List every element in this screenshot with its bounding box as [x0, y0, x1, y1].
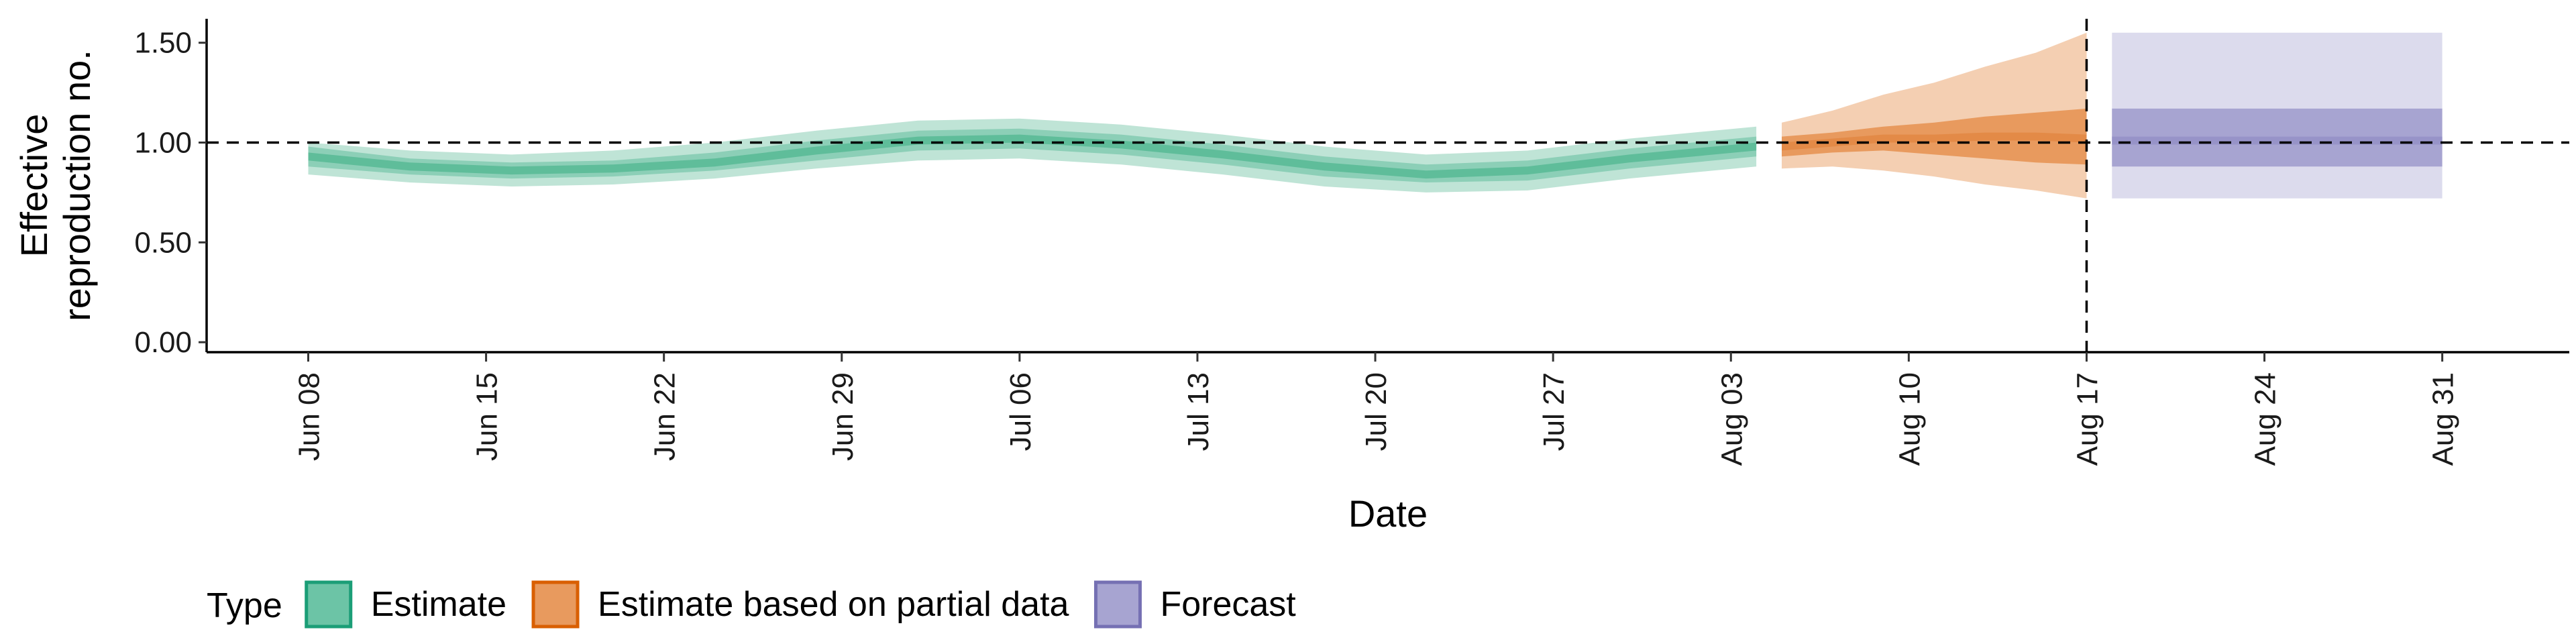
- x-axis-title: Date: [1348, 492, 1428, 535]
- y-axis-title-line: Effective: [13, 114, 55, 258]
- x-tick-label: Jul 27: [1538, 372, 1570, 451]
- y-tick-label: 0.00: [134, 326, 192, 359]
- legend-swatch-estimate-based-on-partial-data: [531, 580, 580, 629]
- x-tick-label: Jul 06: [1004, 372, 1037, 451]
- median-estimate: [308, 134, 1757, 179]
- uncertainty-bands: [308, 32, 2443, 199]
- x-tick-label: Jul 13: [1182, 372, 1215, 451]
- x-tick-label: Jun 22: [649, 372, 682, 461]
- x-tick-label: Aug 10: [1893, 372, 1926, 466]
- x-tick-label: Aug 17: [2071, 372, 2104, 466]
- x-tick-label: Jul 20: [1360, 372, 1393, 451]
- x-tick-label: Aug 31: [2427, 372, 2460, 466]
- x-tick-label: Jun 29: [826, 372, 859, 461]
- reference-lines: [207, 19, 2569, 352]
- x-tick-label: Aug 03: [1715, 372, 1748, 466]
- legend-label-estimate: Estimate: [371, 585, 506, 624]
- legend-label-forecast: Forecast: [1160, 585, 1296, 624]
- axes: 0.00 0.50 1.00 1.50 Jun 08 Jun 15 Jun 22 Jun 29…: [134, 19, 2569, 466]
- series-estimate: [308, 118, 1757, 193]
- x-tick-label: Jun 08: [292, 372, 325, 461]
- series-estimate-based-on-partial-data: [1782, 32, 2087, 199]
- legend: Type Estimate Estimate based on partial da…: [207, 580, 1296, 629]
- y-axis-title-line: reproduction no.: [56, 50, 98, 321]
- legend-swatch-forecast: [1093, 580, 1142, 629]
- y-axis-title: Effective reproduction no.: [13, 50, 98, 321]
- y-tick-label: 0.50: [134, 226, 192, 259]
- series-forecast: [2112, 32, 2443, 199]
- x-tick-label: Jun 15: [471, 372, 504, 461]
- median-forecast: [2112, 136, 2443, 145]
- legend-swatch-estimate: [305, 580, 353, 629]
- legend-label-estimate-based-on-partial-data: Estimate based on partial data: [598, 585, 1069, 624]
- y-tick-label: 1.50: [134, 27, 192, 60]
- median-estimate-based-on-partial-data: [1782, 132, 2087, 151]
- y-tick-label: 1.00: [134, 127, 192, 160]
- x-tick-label: Aug 24: [2249, 372, 2282, 466]
- legend-title: Type: [207, 586, 282, 625]
